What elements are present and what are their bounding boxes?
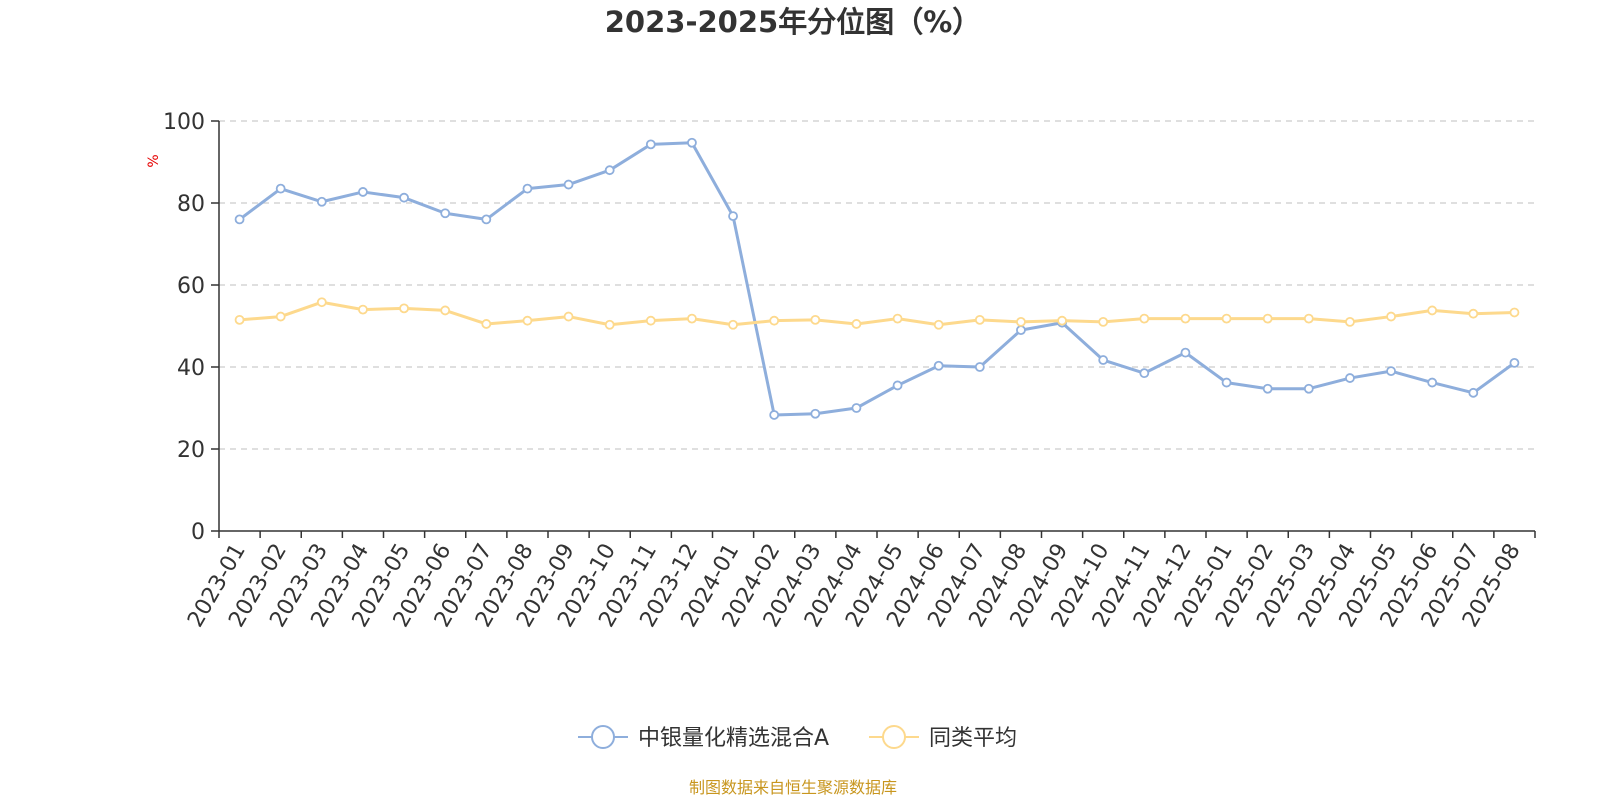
data-point[interactable] xyxy=(892,313,903,324)
data-point[interactable] xyxy=(399,303,409,314)
data-point[interactable] xyxy=(645,139,656,150)
data-point[interactable] xyxy=(1427,377,1438,388)
data-point[interactable] xyxy=(810,314,821,325)
data-point[interactable] xyxy=(316,196,327,207)
data-point[interactable] xyxy=(851,403,862,413)
data-point[interactable] xyxy=(645,315,656,326)
data-point[interactable] xyxy=(1221,313,1232,324)
data-point[interactable] xyxy=(522,315,533,326)
data-point[interactable] xyxy=(974,362,985,372)
data-point[interactable] xyxy=(1180,347,1191,358)
series-group xyxy=(234,297,1520,330)
series-lines xyxy=(234,137,1520,420)
data-point[interactable] xyxy=(604,319,615,330)
data-point[interactable] xyxy=(275,311,286,322)
data-point[interactable] xyxy=(563,311,574,322)
data-point[interactable] xyxy=(358,304,368,315)
y-tick-label: 100 xyxy=(163,110,205,135)
data-point[interactable] xyxy=(1016,325,1026,336)
y-tick-label: 0 xyxy=(191,520,205,545)
data-point[interactable] xyxy=(481,319,492,329)
data-point[interactable] xyxy=(440,305,451,316)
data-point[interactable] xyxy=(1139,313,1150,324)
data-point[interactable] xyxy=(974,314,985,325)
data-point[interactable] xyxy=(1016,316,1026,327)
data-point[interactable] xyxy=(1345,373,1355,383)
legend-marker-icon xyxy=(882,725,906,749)
data-point[interactable] xyxy=(1468,308,1479,319)
legend-marker-icon xyxy=(591,725,615,749)
data-point[interactable] xyxy=(1057,315,1067,326)
legend[interactable]: 中银量化精选混合A 同类平均 xyxy=(578,725,1017,751)
data-point[interactable] xyxy=(234,314,245,325)
legend-label: 中银量化精选混合A xyxy=(638,726,829,751)
data-point[interactable] xyxy=(728,211,738,222)
data-point[interactable] xyxy=(769,315,780,326)
data-point[interactable] xyxy=(604,165,615,176)
data-point[interactable] xyxy=(234,214,245,225)
legend-item[interactable]: 中银量化精选混合A xyxy=(578,725,829,751)
data-point[interactable] xyxy=(810,408,821,419)
y-tick-label: 20 xyxy=(177,438,205,463)
y-tick-label: 80 xyxy=(177,192,205,217)
data-point[interactable] xyxy=(275,183,286,194)
axes xyxy=(218,121,1535,532)
data-point[interactable] xyxy=(1098,355,1109,365)
source-note: 制图数据来自恒生聚源数据库 xyxy=(689,778,897,797)
data-point[interactable] xyxy=(1386,366,1396,377)
legend-item[interactable]: 同类平均 xyxy=(869,725,1017,751)
data-point[interactable] xyxy=(440,208,451,219)
data-point[interactable] xyxy=(358,187,368,197)
data-point[interactable] xyxy=(687,137,697,148)
data-point[interactable] xyxy=(769,410,780,420)
data-point[interactable] xyxy=(728,319,738,330)
data-point[interactable] xyxy=(316,297,327,308)
y-axis-ticks: 0 20 40 60 80 100 xyxy=(163,110,219,545)
data-point[interactable] xyxy=(1262,313,1273,324)
data-point[interactable] xyxy=(1098,316,1109,327)
data-point[interactable] xyxy=(1427,305,1438,316)
series-group xyxy=(234,137,1520,420)
series-line xyxy=(238,141,1516,417)
series-line xyxy=(239,300,1515,327)
data-point[interactable] xyxy=(1139,368,1150,379)
chart-title: 2023-2025年分位图（%） xyxy=(605,5,982,39)
grid-lines xyxy=(219,120,1535,450)
data-point[interactable] xyxy=(1509,307,1520,318)
data-point[interactable] xyxy=(1303,313,1314,324)
data-point[interactable] xyxy=(481,214,492,225)
data-point[interactable] xyxy=(1180,313,1191,324)
y-tick-label: 60 xyxy=(177,274,205,299)
data-point[interactable] xyxy=(933,360,944,371)
data-point[interactable] xyxy=(1468,387,1479,398)
data-point[interactable] xyxy=(1303,383,1314,394)
data-point[interactable] xyxy=(1345,316,1355,327)
y-axis-unit-label: % xyxy=(146,154,162,167)
data-point[interactable] xyxy=(933,319,944,330)
data-point[interactable] xyxy=(1386,311,1396,322)
data-point[interactable] xyxy=(399,192,409,203)
legend-label: 同类平均 xyxy=(929,726,1017,751)
x-axis-ticks: 2023-012023-022023-032023-042023-052023-… xyxy=(183,531,1536,632)
data-point[interactable] xyxy=(687,313,697,324)
data-point[interactable] xyxy=(1221,377,1232,388)
data-point[interactable] xyxy=(1262,383,1273,394)
data-point[interactable] xyxy=(522,183,533,194)
data-point[interactable] xyxy=(1509,357,1520,368)
data-point[interactable] xyxy=(563,179,574,190)
data-point[interactable] xyxy=(851,319,862,329)
y-tick-label: 40 xyxy=(177,356,205,381)
data-point[interactable] xyxy=(892,380,903,391)
